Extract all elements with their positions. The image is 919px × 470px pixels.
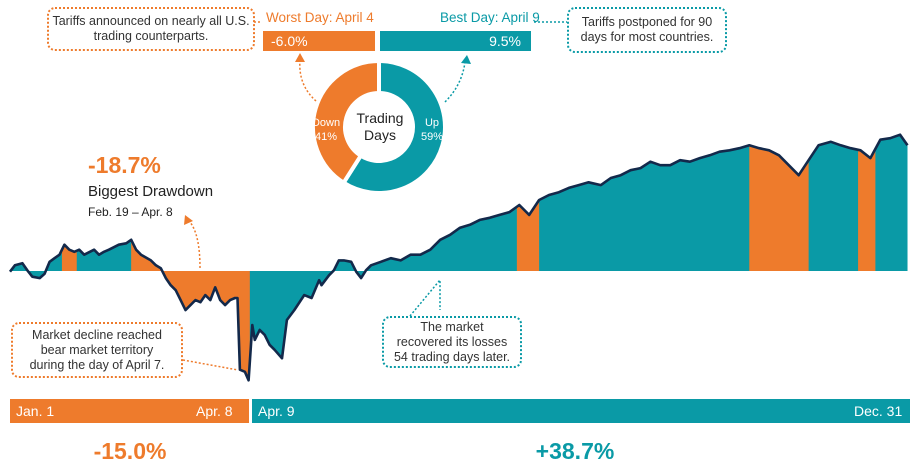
- donut-slice-up: [340, 58, 447, 195]
- period-bar-down: [10, 399, 249, 423]
- worst-day-arrowhead: [295, 53, 305, 62]
- period-bar-up: [252, 399, 910, 423]
- period2-end: Dec. 31: [854, 403, 903, 419]
- down-slice-label: Down 41%: [308, 116, 344, 144]
- tariffs-postponed-note: Tariffs postponed for 90 days for most c…: [567, 7, 727, 53]
- trading-days-donut: [311, 58, 447, 195]
- up-slice-label: Up 59%: [414, 116, 450, 144]
- recovery-connector: [409, 277, 441, 317]
- best-day-value: 9.5%: [380, 31, 531, 51]
- recovery-note: The market recovered its losses 54 tradi…: [382, 316, 522, 368]
- drawdown-value: -18.7%: [88, 152, 161, 178]
- worst-day-arrow: [299, 59, 317, 102]
- down-period-area: [858, 134, 876, 381]
- down-label: Down: [311, 117, 341, 129]
- donut-slice-down: [311, 58, 381, 186]
- down-percent: 41%: [314, 131, 338, 143]
- period1-start: Jan. 1: [16, 403, 55, 419]
- worst-day-label: Worst Day: April 4: [266, 10, 374, 25]
- bear-connector: [182, 359, 239, 371]
- best-day-label: Best Day: April 9: [440, 10, 540, 25]
- best-day-arrowhead: [461, 55, 471, 64]
- drawdown-range: Feb. 19 – Apr. 8: [88, 205, 173, 219]
- best-day-arrow: [444, 61, 466, 103]
- period2-start: Apr. 9: [258, 403, 295, 419]
- drawdown-title: Biggest Drawdown: [88, 183, 214, 200]
- up-percent: 59%: [420, 131, 444, 143]
- period2-return: +38.7%: [535, 438, 615, 464]
- bear-market-note: Market decline reached bear market terri…: [11, 322, 183, 378]
- tariffs-announced-note: Tariffs announced on nearly all U.S. tra…: [47, 7, 255, 51]
- period1-return: -15.0%: [93, 438, 167, 464]
- worst-day-value: -6.0%: [263, 31, 375, 51]
- down-period-area: [749, 134, 809, 381]
- drawdown-arrow: [189, 221, 201, 269]
- period1-end: Apr. 8: [196, 403, 233, 419]
- up-label: Up: [424, 117, 440, 129]
- drawdown-arrowhead: [184, 215, 193, 225]
- index-line: [8, 133, 909, 382]
- donut-center-title: Trading Days: [356, 110, 404, 143]
